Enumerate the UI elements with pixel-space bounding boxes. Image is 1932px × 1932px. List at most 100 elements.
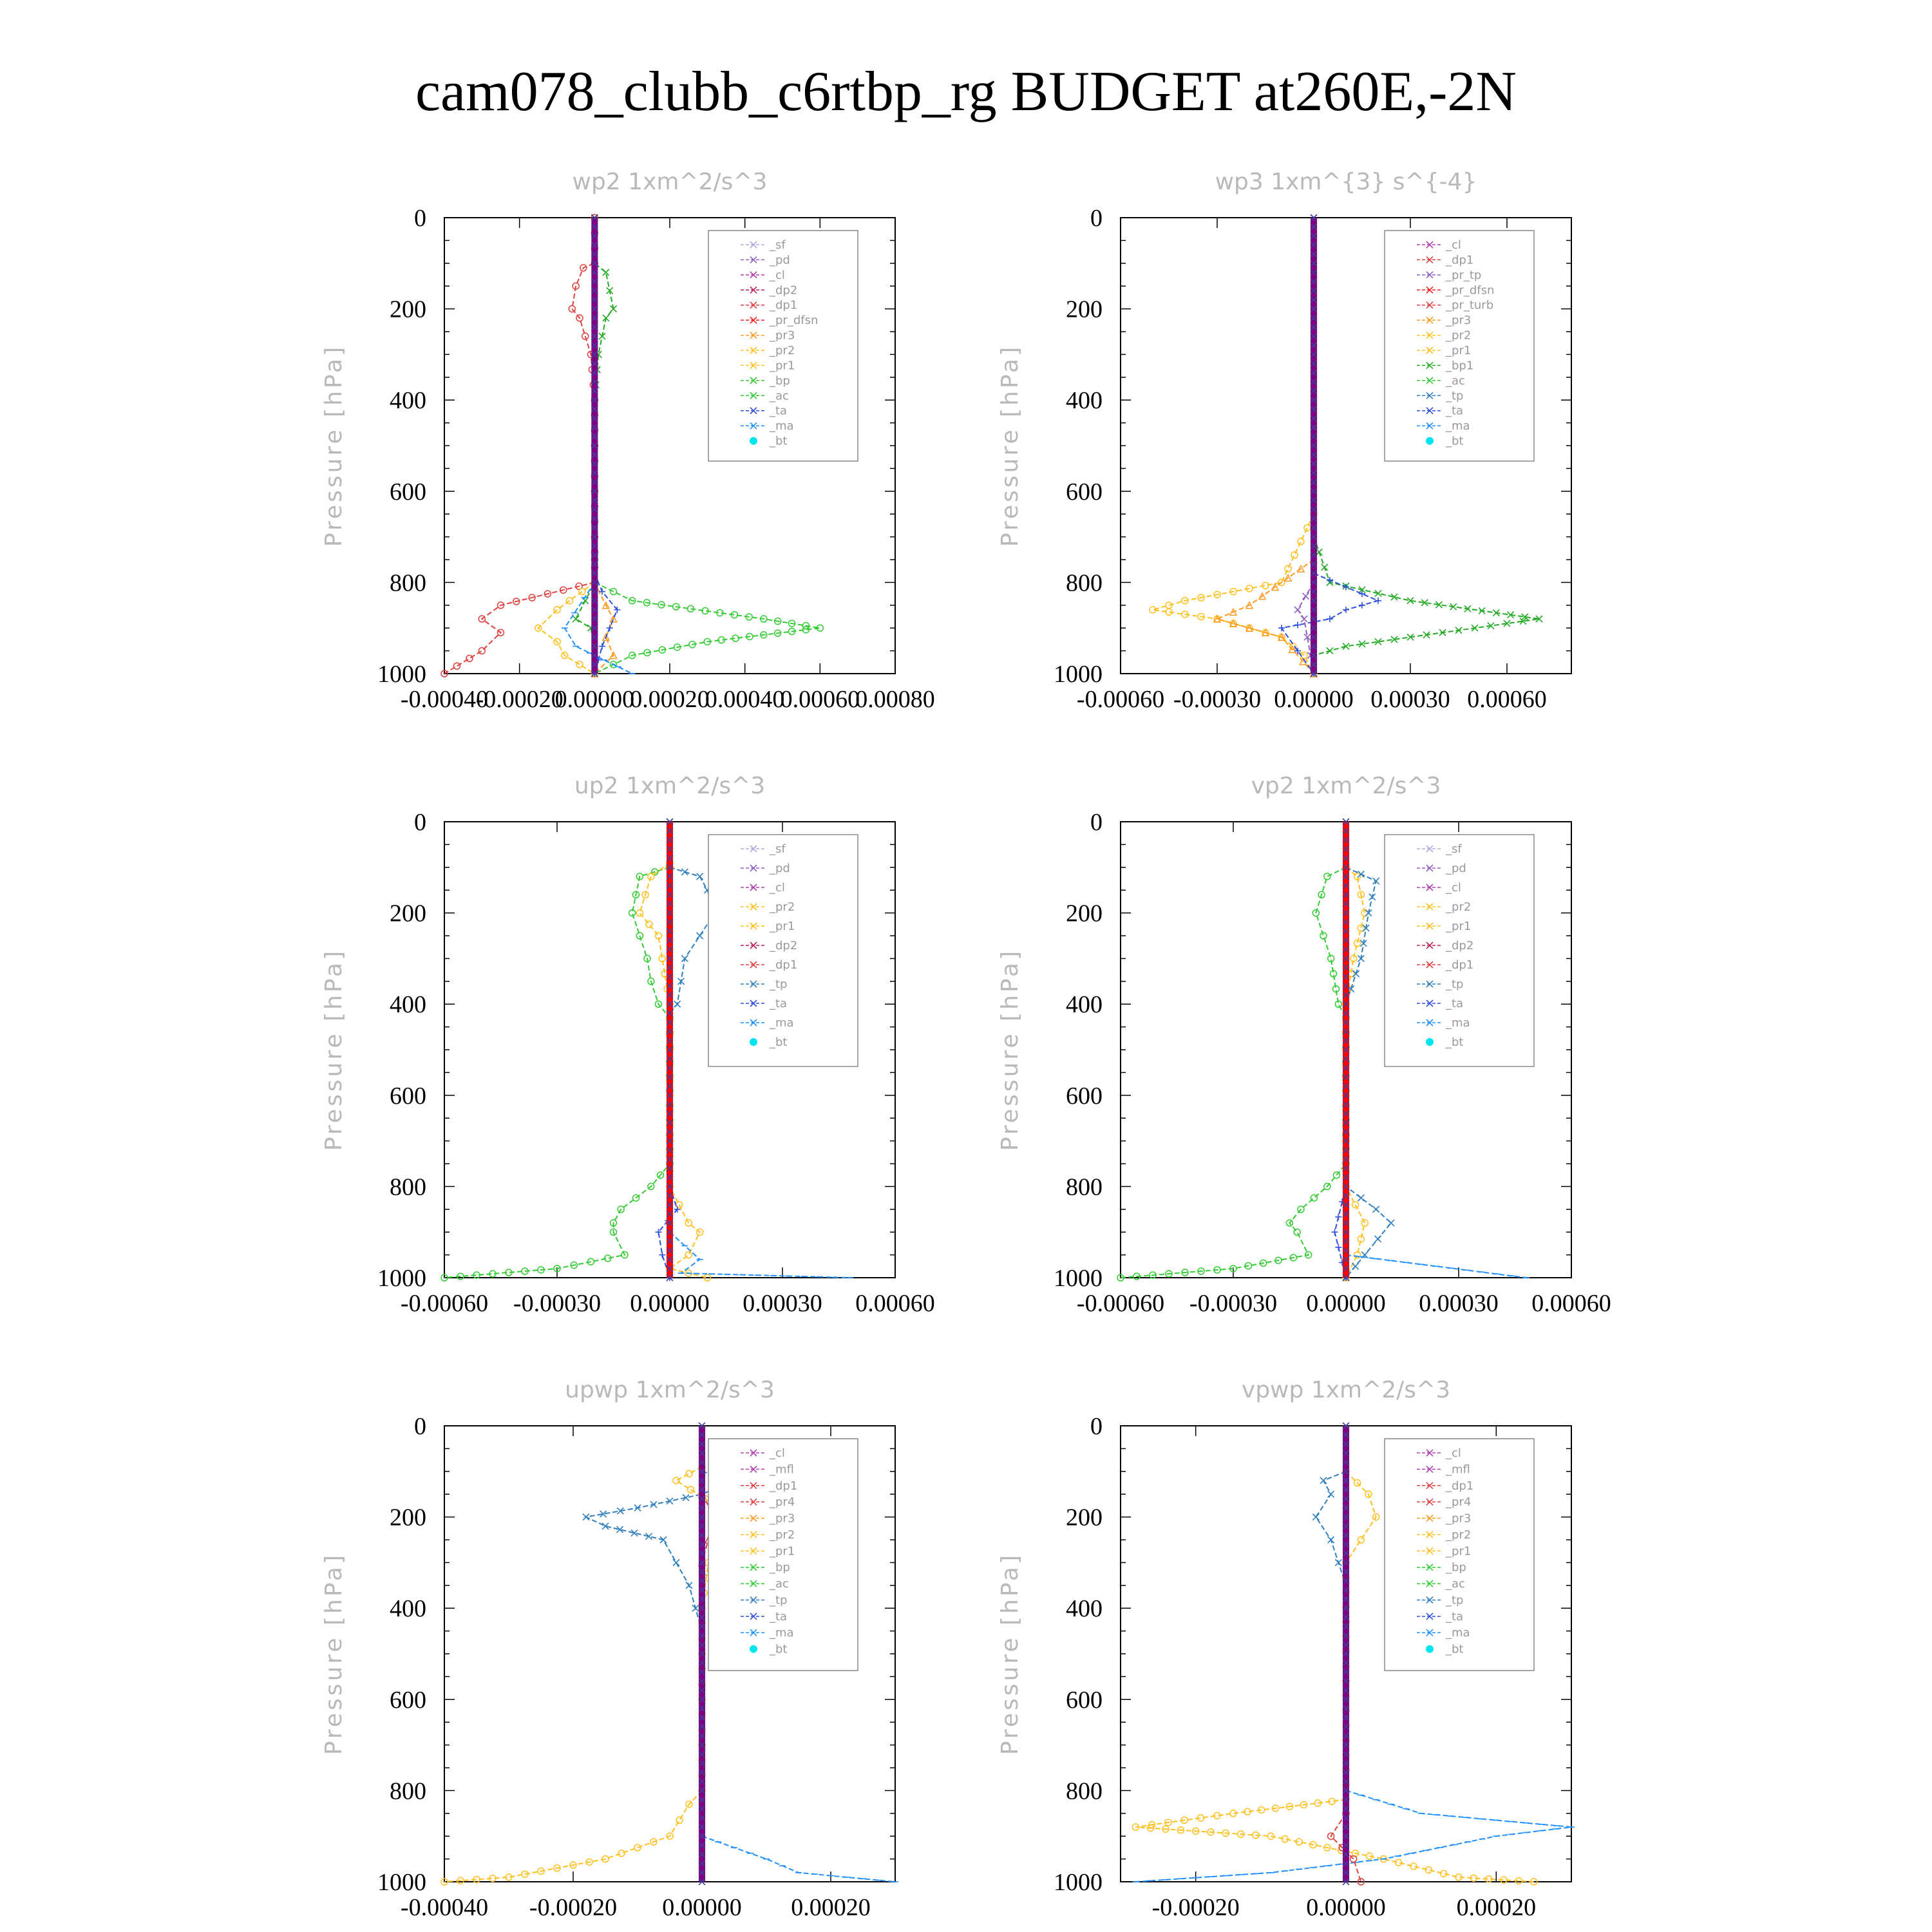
series-point	[1181, 1269, 1189, 1276]
series-point	[650, 1501, 658, 1508]
series-point	[1357, 1194, 1365, 1202]
legend-marker	[750, 316, 757, 324]
series-point	[609, 305, 618, 313]
y-tick-label: 800	[390, 1173, 426, 1200]
series-point	[666, 1119, 674, 1126]
series-point	[1310, 387, 1318, 395]
series-point	[1285, 1219, 1294, 1227]
series-point	[674, 1206, 681, 1213]
series-point	[591, 369, 598, 377]
series-point	[585, 1858, 593, 1866]
series-point	[1342, 1219, 1350, 1227]
series-point	[1310, 414, 1318, 422]
series-point	[698, 1705, 706, 1712]
legend-marker	[750, 1498, 757, 1506]
series-point	[655, 1229, 662, 1236]
legend-marker	[750, 1547, 757, 1555]
legend-marker	[1426, 1645, 1434, 1653]
series-point	[698, 1677, 706, 1685]
series-point	[1349, 1855, 1358, 1863]
series-point	[666, 1182, 674, 1190]
series-point	[1342, 927, 1350, 935]
series-point	[602, 314, 610, 322]
series-point	[1327, 576, 1333, 583]
series-point	[591, 433, 598, 440]
series-point	[1484, 1875, 1493, 1883]
legend-marker	[1426, 437, 1434, 445]
series-point	[1342, 936, 1350, 944]
legend-label: _bt	[1445, 435, 1463, 448]
series-point	[1310, 569, 1318, 577]
series-point	[1310, 606, 1318, 614]
series-point	[1342, 1586, 1350, 1594]
y-tick-label: 200	[1066, 1504, 1103, 1531]
legend-marker	[1426, 1038, 1434, 1046]
series_pr1	[636, 858, 712, 1282]
series-point	[1310, 478, 1318, 486]
series-point	[1310, 661, 1318, 668]
y-tick-label: 600	[1066, 478, 1103, 506]
series-point	[698, 1422, 706, 1430]
series-point	[666, 1137, 674, 1145]
series-point	[1310, 670, 1318, 677]
series-point	[591, 214, 598, 222]
series-point	[1342, 1237, 1350, 1245]
legend-label: _cl	[769, 1446, 785, 1460]
series-point	[1271, 582, 1280, 591]
series-point	[650, 1838, 658, 1846]
legend-label: _pr1	[1445, 920, 1471, 933]
x-tick-label: -0.00020	[476, 686, 564, 713]
series-point	[1342, 1422, 1350, 1430]
series-point	[1492, 609, 1500, 617]
y-tick-label: 200	[390, 1504, 426, 1531]
legend-label: _pr_turb	[1445, 299, 1493, 312]
series-point	[1342, 1687, 1350, 1694]
series-point	[692, 1604, 699, 1612]
y-tick-label: 800	[1066, 1777, 1103, 1804]
series-line	[1135, 1790, 1572, 1882]
legend-marker	[750, 961, 757, 969]
series-point	[609, 651, 618, 659]
legend-marker	[750, 346, 757, 354]
legend-marker	[1426, 1465, 1434, 1473]
series-point	[1245, 623, 1254, 632]
series-point	[591, 606, 598, 614]
series-point	[696, 932, 704, 940]
series-point	[1310, 460, 1318, 468]
legend-marker	[750, 256, 757, 263]
x-tick-label: -0.00030	[513, 1290, 601, 1317]
series-point	[1245, 585, 1253, 592]
series-point	[698, 1750, 706, 1758]
series-point	[1310, 1194, 1318, 1202]
series-point	[816, 624, 824, 632]
series-point	[1357, 870, 1365, 878]
series-point	[698, 1613, 706, 1621]
series-point	[1390, 636, 1398, 643]
series-line	[1120, 866, 1347, 1278]
series-point	[1506, 611, 1515, 619]
series-point	[703, 638, 712, 646]
legend-label: _tp	[769, 1593, 787, 1607]
series-point	[1342, 1495, 1350, 1502]
series-point	[1310, 359, 1318, 368]
legend-label: _mfl	[769, 1463, 794, 1476]
series-point	[1357, 954, 1365, 962]
x-tick-label: 0.00060	[781, 686, 860, 713]
series-point	[681, 954, 688, 962]
series-point	[636, 873, 644, 880]
series-point	[698, 1567, 706, 1576]
series-point	[730, 611, 739, 619]
series-point	[1342, 1201, 1350, 1209]
series-point	[1295, 1838, 1303, 1846]
series-point	[1368, 893, 1376, 901]
series-point	[634, 1504, 641, 1512]
series-point	[591, 578, 598, 586]
series-point	[1342, 1522, 1350, 1530]
series-point	[1133, 1273, 1141, 1280]
series-point	[643, 599, 651, 607]
series-point	[1310, 314, 1318, 322]
series-point	[1281, 1835, 1289, 1843]
series-point	[582, 1513, 590, 1521]
y-axis-label: Pressure [hPa]	[997, 949, 1023, 1151]
series-point	[641, 891, 649, 899]
